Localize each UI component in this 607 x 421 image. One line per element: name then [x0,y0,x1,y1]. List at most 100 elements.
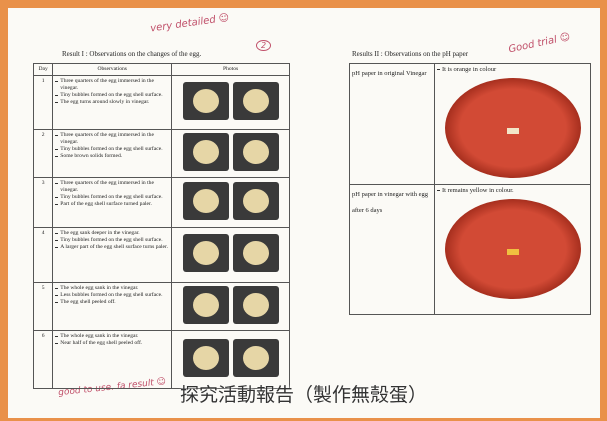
egg [242,188,269,213]
bullet [55,80,59,82]
bullet [55,301,59,303]
day-cell: 4 [32,226,54,283]
bullet [55,203,59,205]
photo [232,338,279,377]
observation: Tiny bubbles formed on the egg shell sur… [55,237,169,244]
egg [192,188,219,213]
result1-title: Result I : Observations on the changes o… [62,50,202,58]
egg [192,345,219,370]
table-row: pH paper in vinegar with egg after 6 day… [349,184,591,316]
table-row: pH paper in original Vinegar It is orange… [349,62,591,186]
photo [182,132,229,171]
photos-cell [171,329,290,389]
ph-paper [506,128,519,135]
table-row: 6 The whole egg sank in the vinegar. Near … [32,329,290,389]
label-cell: pH paper in vinegar with egg after 6 day… [349,184,435,316]
observations-cell: Three quarters of the egg immersed in th… [52,74,173,130]
photos-cell [171,226,290,283]
day-cell: 1 [32,74,54,130]
bullet [437,190,440,191]
observations-cell: The whole egg sank in the vinegar. Near h… [52,329,173,389]
photo [232,181,279,220]
observation: The whole egg sank in the vinegar. [55,333,169,340]
photo [182,234,229,273]
annotation: 2 [256,40,272,51]
observation: Near half of the egg shell peeled off. [55,340,169,347]
observation-text: Part of the egg shell surface turned pal… [60,200,152,207]
observation-text: It is orange in colour [442,66,497,73]
photos-cell [171,281,290,331]
photo [182,81,229,120]
bullet [55,246,59,248]
table-row: 3 Three quarters of the egg immersed in t… [32,176,290,228]
photos-cell [171,74,290,130]
observation: Tiny bubbles formed on the egg shell sur… [55,146,169,153]
egg [192,292,219,317]
observation-cell: It remains yellow in colour. [434,184,591,316]
photo [232,81,279,120]
observations-cell: Three quarters of the egg immersed in th… [52,176,173,228]
observation: The egg turns around slowly in vinegar. [55,99,169,106]
table-row: 2 Three quarters of the egg immersed in t… [32,128,290,178]
plate [444,78,581,179]
egg [192,88,219,113]
photo [182,338,229,377]
observation: It remains yellow in colour. [437,187,588,195]
observation: The egg shell peeled off. [55,299,169,306]
observation-text: Near half of the egg shell peeled off. [60,339,143,346]
result1-table: Day Observations Photos 1 Three quarters of … [32,63,290,389]
photo [182,285,229,324]
label-cell: pH paper in original Vinegar [349,62,435,186]
bullet [55,182,59,184]
day-cell: 5 [32,281,54,331]
observation: Part of the egg shell surface turned pal… [55,201,169,208]
bullet [55,287,59,289]
observations-cell: The whole egg sank in the vinegar. Less b… [52,281,173,331]
observation-text: The egg shell peeled off. [60,298,116,305]
photo [232,285,279,324]
observation: It is orange in colour [437,66,588,74]
egg [242,292,269,317]
observation: Three quarters of the egg immersed in th… [55,78,169,92]
table-row: 1 Three quarters of the egg immersed in t… [32,74,290,130]
ph-paper [506,249,519,256]
bullet [55,155,59,157]
day-cell: 6 [32,329,54,389]
egg [242,241,269,266]
photo [232,234,279,273]
bullet [55,94,59,96]
observation-text: It remains yellow in colour. [442,187,514,195]
observation-text: The egg turns around slowly in vinegar. [60,98,150,105]
bullet [55,148,59,150]
table-row: 5 The whole egg sank in the vinegar. Less … [32,281,290,331]
bullet [55,101,59,103]
photos-cell [171,128,290,178]
caption: 探究活動報告（製作無殼蛋） [179,384,427,406]
bullet [437,69,440,70]
bullet [55,196,59,198]
observation-text: Tiny bubbles formed on the egg shell sur… [60,145,163,152]
egg [242,88,269,113]
observation: The whole egg sank in the vinegar. [55,285,169,292]
result2-title: Results II : Observations on the pH pape… [352,50,469,58]
observation-text: Tiny bubbles formed on the egg shell sur… [60,236,163,243]
header-row: Day Observations Photos [32,63,290,76]
bullet [55,134,59,136]
observations-cell: Three quarters of the egg immersed in th… [52,128,173,178]
observation-text: Less bubbles formed on the egg shell sur… [60,291,163,298]
observation: A larger part of the egg shell surface t… [55,244,169,251]
observation: Three quarters of the egg immersed in th… [55,132,169,146]
bullet [55,342,59,344]
egg [192,139,219,164]
header-cell: Photos [171,63,290,76]
observation-text: The whole egg sank in the vinegar. [60,284,139,291]
observation-cell: It is orange in colour [434,62,591,186]
observation: Some brown solids formed. [55,153,169,160]
observation-text: Tiny bubbles formed on the egg shell sur… [60,91,163,98]
observation-text: Three quarters of the egg immersed in th… [60,131,154,145]
photos-cell [171,176,290,228]
result2-table: pH paper in original Vinegar It is orange… [349,62,591,316]
bullet [55,294,59,296]
observation: Three quarters of the egg immersed in th… [55,180,169,194]
observation-text: The egg sank deeper in the vinegar. [60,229,140,236]
